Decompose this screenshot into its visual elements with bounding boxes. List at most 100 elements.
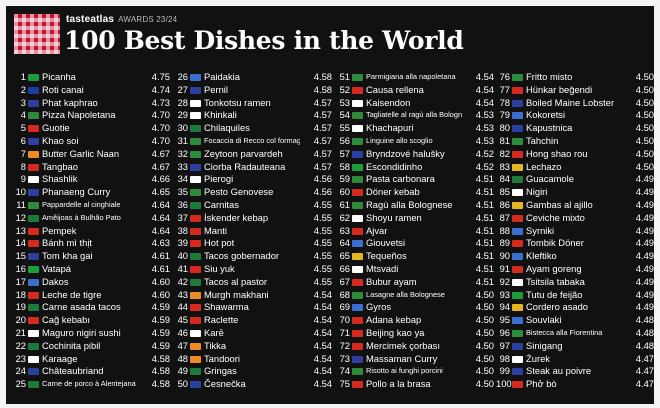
dish-name: Vatapá <box>42 262 72 274</box>
dish-rating: 4.50 <box>475 352 494 364</box>
country-flag-icon <box>512 74 523 81</box>
rank-number: 100 <box>496 378 512 390</box>
ranking-row: 97 Sinigang 4.48 <box>496 340 656 353</box>
dish-name: Tsitsila tabaka <box>526 275 585 287</box>
country-flag-icon <box>190 368 201 376</box>
dish-rating: 4.55 <box>313 250 332 262</box>
rank-number: 32 <box>177 147 188 159</box>
country-flag-icon <box>28 265 39 273</box>
rank-number: 12 <box>15 211 26 223</box>
dish-rating: 4.51 <box>475 275 494 287</box>
dish-name: Gambas al ajillo <box>526 198 593 210</box>
dish-rating: 4.55 <box>313 275 332 287</box>
ranking-row: 64 Giouvetsi 4.51 <box>336 237 496 250</box>
rank-number: 65 <box>339 250 350 262</box>
ranking-row: 90 Kleftiko 4.49 <box>496 250 656 263</box>
dish-name: Souvlaki <box>526 314 562 326</box>
dish-name: Shawarma <box>204 301 249 313</box>
ranking-row: 74 Risotto ai funghi porcini 4.50 <box>336 365 496 378</box>
rank-number: 10 <box>15 186 26 198</box>
dish-rating: 4.54 <box>313 339 332 351</box>
rank-number: 26 <box>177 71 188 82</box>
ranking-row: 18 Leche de tigre 4.60 <box>12 289 172 302</box>
ranking-row: 66 Mtsvadi 4.51 <box>336 263 496 276</box>
country-flag-icon <box>512 355 523 363</box>
ranking-row: 71 Beijing kao ya 4.50 <box>336 327 496 340</box>
ranking-row: 16 Vatapá 4.61 <box>12 263 172 276</box>
country-flag-icon <box>352 355 363 363</box>
rank-number: 97 <box>499 339 510 351</box>
country-flag-icon <box>190 137 201 145</box>
country-flag-icon <box>352 201 363 209</box>
rank-number: 49 <box>177 365 188 377</box>
rank-number: 15 <box>15 250 26 262</box>
country-flag-icon <box>28 304 39 312</box>
dish-rating: 4.58 <box>151 378 170 390</box>
dish-name: Tom kha gai <box>42 250 93 262</box>
dish-name: Ciorba Radauteana <box>204 160 286 172</box>
country-flag-icon <box>190 112 201 120</box>
dish-rating: 4.54 <box>313 352 332 364</box>
rank-number: 16 <box>15 262 26 274</box>
dish-rating: 4.50 <box>635 122 654 134</box>
rank-number: 67 <box>339 275 350 287</box>
ranking-row: 9 Shashlik 4.66 <box>12 173 172 186</box>
dish-rating: 4.50 <box>635 160 654 172</box>
country-flag-icon <box>28 150 39 158</box>
dish-rating: 4.49 <box>635 224 654 236</box>
country-flag-icon <box>190 201 201 209</box>
country-flag-icon <box>512 317 523 325</box>
rank-number: 13 <box>15 224 26 236</box>
country-flag-icon <box>352 176 363 184</box>
country-flag-icon <box>512 150 523 158</box>
dish-rating: 4.48 <box>635 339 654 351</box>
dish-rating: 4.53 <box>475 109 494 121</box>
dish-rating: 4.51 <box>475 262 494 274</box>
dish-name: Mtsvadi <box>366 262 399 274</box>
dish-name: Tikka <box>204 339 227 351</box>
ranking-row: 32 Zeytoon parvardeh 4.57 <box>174 148 334 161</box>
dish-rating: 4.55 <box>313 211 332 223</box>
country-flag-icon <box>190 291 201 299</box>
dish-rating: 4.53 <box>475 134 494 146</box>
dish-name: Karē <box>204 326 224 338</box>
country-flag-icon <box>352 150 363 158</box>
dish-rating: 4.61 <box>151 262 170 274</box>
dish-rating: 4.52 <box>475 147 494 159</box>
ranking-row: 3 Phat kaphrao 4.73 <box>12 97 172 110</box>
dish-rating: 4.55 <box>313 224 332 236</box>
country-flag-icon <box>512 278 523 286</box>
rank-number: 96 <box>499 326 510 338</box>
country-flag-icon <box>190 381 201 389</box>
rank-number: 52 <box>339 83 350 95</box>
country-flag-icon <box>28 112 39 120</box>
country-flag-icon <box>352 240 363 248</box>
dish-rating: 4.51 <box>475 211 494 223</box>
rank-number: 74 <box>339 365 350 377</box>
ranking-row: 70 Adana kebap 4.50 <box>336 314 496 327</box>
country-flag-icon <box>28 253 39 261</box>
rank-number: 93 <box>499 288 510 300</box>
ranking-row: 50 Česnečka 4.54 <box>174 378 334 391</box>
dish-name: Dakos <box>42 275 69 287</box>
dish-rating: 4.64 <box>151 224 170 236</box>
ranking-row: 48 Tandoori 4.54 <box>174 353 334 366</box>
rank-number: 90 <box>499 250 510 262</box>
dish-rating: 4.51 <box>475 224 494 236</box>
dish-rating: 4.51 <box>475 186 494 198</box>
ranking-row: 23 Karaage 4.58 <box>12 353 172 366</box>
country-flag-icon <box>512 201 523 209</box>
rank-number: 87 <box>499 211 510 223</box>
ranking-row: 26 Paidakia 4.58 <box>174 71 334 84</box>
rank-number: 8 <box>20 160 26 172</box>
ranking-row: 8 Tangbao 4.67 <box>12 161 172 174</box>
dish-rating: 4.54 <box>313 288 332 300</box>
dish-rating: 4.51 <box>475 237 494 249</box>
country-flag-icon <box>512 189 523 197</box>
dish-name: Pempek <box>42 224 77 236</box>
dish-rating: 4.63 <box>151 237 170 249</box>
rank-number: 81 <box>499 134 510 146</box>
dish-name: Parmigiana alla napoletana <box>366 72 456 81</box>
rank-number: 94 <box>499 301 510 313</box>
rank-number: 51 <box>339 71 350 82</box>
